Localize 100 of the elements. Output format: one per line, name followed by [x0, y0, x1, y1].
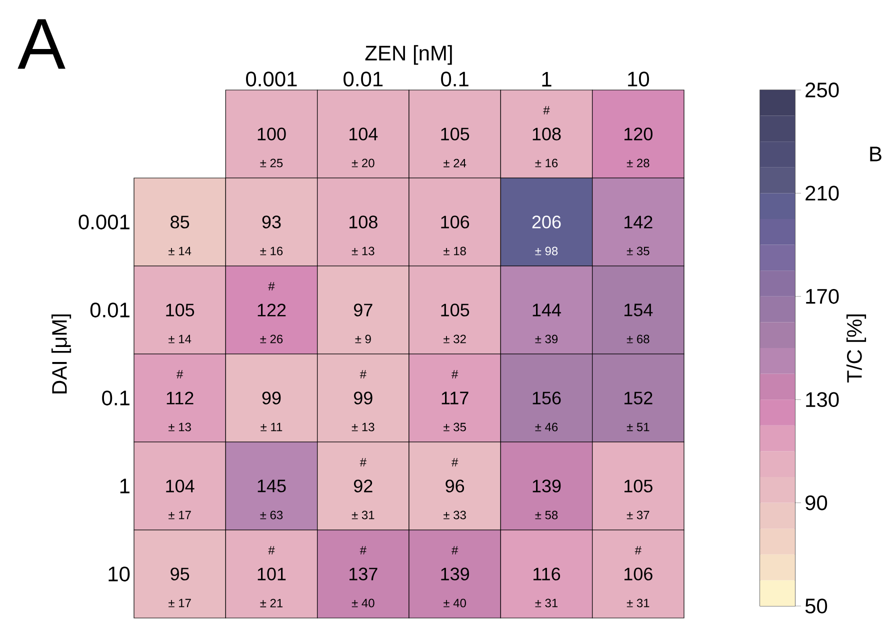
y-tick-label: 0.1: [102, 390, 130, 406]
y-tick-label: 0.001: [78, 214, 130, 230]
text: ± 21: [260, 598, 283, 608]
text: ± 31: [352, 510, 374, 520]
text: ± 11: [260, 422, 282, 432]
text: ± 17: [168, 598, 191, 608]
text: ± 31: [535, 598, 558, 608]
text: 104: [350, 128, 378, 140]
text: 85: [170, 216, 190, 228]
text: ± 58: [535, 510, 558, 520]
text: 104: [166, 480, 194, 492]
text: ± 17: [168, 510, 191, 520]
text: ± 32: [444, 334, 466, 344]
text: 105: [166, 304, 194, 316]
text: 156: [532, 392, 561, 404]
text: 92: [354, 480, 372, 492]
text: ± 35: [444, 422, 466, 432]
text: ± 24: [444, 158, 466, 168]
text: #: [452, 546, 458, 554]
y-tick-label: 0.01: [90, 302, 130, 318]
text: ± 9: [355, 334, 371, 344]
color-bar-label: 170: [806, 288, 839, 304]
text: ± 68: [626, 334, 650, 344]
text: ± 40: [352, 598, 374, 608]
text: 139: [441, 568, 469, 580]
text: ± 35: [626, 246, 650, 256]
text: 101: [258, 568, 286, 580]
text: ± 63: [260, 510, 283, 520]
text: 116: [534, 568, 560, 580]
text: #: [360, 370, 366, 378]
text: ± 39: [535, 334, 558, 344]
text: 105: [441, 128, 470, 140]
text: B: [870, 146, 882, 162]
text: ± 20: [352, 158, 374, 168]
text: #: [176, 370, 184, 378]
color-bar-label: 130: [806, 392, 839, 408]
text: #: [360, 546, 366, 554]
text: ± 16: [535, 158, 558, 168]
text: 99: [354, 392, 372, 404]
text: 106: [441, 216, 470, 228]
chart-title: A: [18, 19, 66, 69]
x-tick-label: 10: [628, 72, 650, 86]
text: 122: [258, 304, 286, 316]
x-tick-label: 0.1: [441, 72, 468, 86]
text: ± 28: [626, 158, 650, 168]
text: 106: [624, 568, 652, 580]
text: 99: [262, 392, 281, 404]
x-tick-label: 0.001: [246, 72, 297, 86]
text: 152: [624, 392, 652, 404]
color-bar-label: 250: [806, 82, 839, 98]
text: ± 13: [352, 246, 374, 256]
text: 97: [354, 304, 372, 316]
text: 95: [170, 568, 190, 580]
text: 144: [532, 304, 561, 316]
text: 93: [262, 216, 281, 228]
y-axis-title: DAI [μM]: [51, 314, 72, 394]
text: ± 25: [260, 158, 283, 168]
text: ± 14: [168, 246, 192, 256]
text: 142: [624, 216, 652, 228]
color-bar-label: 50: [805, 598, 828, 614]
text: ± 98: [535, 246, 558, 256]
color-bar-label: 210: [806, 186, 839, 201]
text: ± 33: [444, 510, 466, 520]
text: ± 13: [352, 422, 374, 432]
text: ± 26: [260, 334, 283, 344]
color-bar-title: T/C [%]: [846, 314, 866, 383]
text: 105: [441, 304, 470, 316]
color-bar-label: 90: [806, 495, 828, 510]
text: 100: [258, 128, 286, 140]
text: 206: [532, 216, 561, 228]
text: ± 37: [626, 510, 650, 520]
text: #: [452, 370, 458, 378]
text: 105: [624, 480, 652, 492]
text: 117: [442, 392, 468, 404]
text: ± 40: [444, 598, 466, 608]
text: #: [268, 546, 275, 554]
y-tick-label: 10: [108, 566, 130, 582]
text: ± 14: [168, 334, 192, 344]
text: #: [634, 546, 642, 554]
text: 120: [624, 128, 652, 140]
x-tick-label: 1: [542, 72, 552, 86]
text: ± 18: [444, 246, 466, 256]
text: #: [360, 458, 366, 466]
text: ± 31: [626, 598, 650, 608]
text: 137: [350, 568, 378, 580]
text: #: [268, 282, 275, 290]
text: ± 16: [260, 246, 283, 256]
x-axis-title: ZEN [nM]: [365, 45, 452, 65]
text: #: [543, 106, 550, 114]
text: 154: [624, 304, 653, 316]
text: 112: [166, 392, 194, 404]
text: ± 51: [626, 422, 650, 432]
text: 139: [532, 480, 561, 492]
text: #: [452, 458, 458, 466]
text: 108: [532, 128, 561, 140]
x-tick-label: 0.01: [344, 72, 383, 86]
text: ± 46: [535, 422, 558, 432]
text: ± 13: [168, 422, 191, 432]
text: 108: [350, 216, 378, 228]
text: 96: [446, 480, 464, 492]
